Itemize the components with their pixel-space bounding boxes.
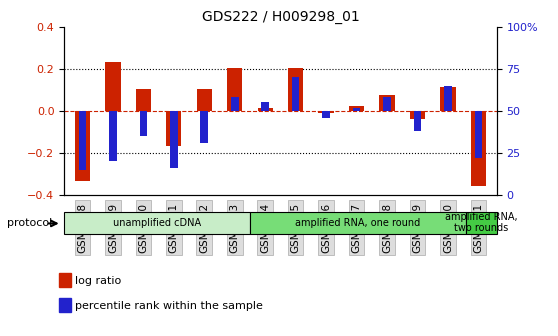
Bar <box>166 111 181 145</box>
Bar <box>79 111 86 170</box>
Bar <box>196 89 212 111</box>
Bar <box>136 89 151 111</box>
Bar <box>231 97 238 111</box>
Bar <box>292 77 300 111</box>
Text: protocol: protocol <box>7 218 52 228</box>
Bar <box>383 97 391 111</box>
Bar <box>140 111 147 136</box>
Bar <box>59 298 71 312</box>
Bar <box>258 108 273 111</box>
Bar <box>474 111 482 158</box>
Bar <box>59 273 71 287</box>
Text: amplified RNA, one round: amplified RNA, one round <box>295 218 420 227</box>
Bar <box>261 102 269 111</box>
Bar <box>349 106 364 111</box>
Bar <box>379 95 395 111</box>
Bar <box>75 111 90 181</box>
Text: amplified RNA,
two rounds: amplified RNA, two rounds <box>445 212 517 234</box>
Title: GDS222 / H009298_01: GDS222 / H009298_01 <box>201 10 359 25</box>
Bar <box>444 86 451 111</box>
Bar <box>440 87 455 111</box>
Bar <box>323 111 330 118</box>
Bar <box>353 108 360 111</box>
Bar <box>413 111 421 131</box>
Bar <box>471 111 486 186</box>
Bar <box>466 212 497 234</box>
Bar <box>288 68 303 111</box>
Bar <box>64 212 249 234</box>
Bar <box>249 212 466 234</box>
Bar <box>109 111 117 161</box>
Bar <box>319 111 334 113</box>
Bar <box>105 61 121 111</box>
Text: unamplified cDNA: unamplified cDNA <box>113 218 201 227</box>
Bar <box>410 111 425 119</box>
Text: percentile rank within the sample: percentile rank within the sample <box>75 301 263 311</box>
Text: log ratio: log ratio <box>75 276 122 286</box>
Bar <box>200 111 208 143</box>
Bar <box>227 68 242 111</box>
Bar <box>170 111 177 168</box>
